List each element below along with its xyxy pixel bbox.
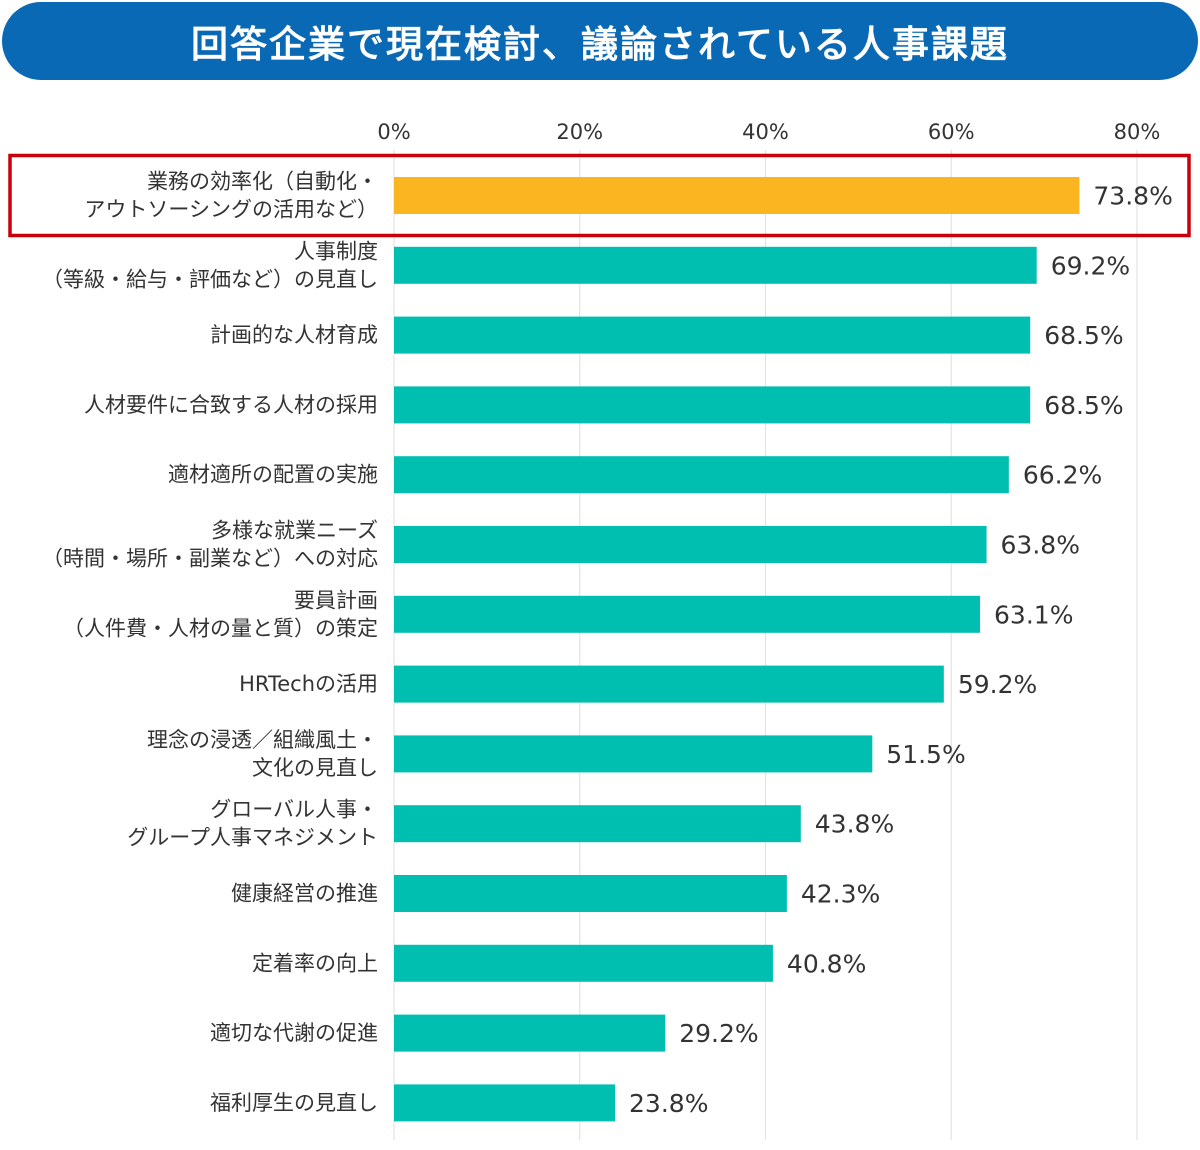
bar [394,386,1031,424]
value-label: 59.2% [958,670,1037,699]
category-label: 人材要件に合致する人材の採用 [84,393,378,417]
bar [394,595,981,633]
x-tick-label: 40% [742,120,789,144]
bar [394,456,1009,494]
bar [394,526,987,563]
bar [394,177,1080,214]
x-tick-label: 0% [377,120,410,144]
value-label: 23.8% [629,1089,708,1118]
bar [394,735,873,773]
bar [394,1014,666,1052]
bar [394,875,787,912]
x-tick-label: 80% [1114,120,1161,144]
value-label: 69.2% [1051,251,1130,280]
category-label: 業務の効率化（自動化・アウトソーシングの活用など） [84,170,378,222]
value-label: 63.8% [1001,531,1080,560]
category-label: HRTechの活用 [239,672,378,696]
bar [394,1084,616,1122]
category-label: 理念の浸透／組織風土・文化の見直し [147,728,378,780]
chart-title: 回答企業で現在検討、議論されている人事課題 [191,23,1009,66]
value-label: 68.5% [1044,391,1123,420]
category-label: 適材適所の配置の実施 [168,463,378,487]
category-label: グローバル人事・グループ人事マネジメント [127,798,378,850]
x-tick-label: 20% [556,120,603,144]
value-label: 43.8% [815,810,894,839]
value-label: 40.8% [787,949,866,978]
category-label: 計画的な人材育成 [210,323,378,347]
category-label: 定着率の向上 [252,951,378,975]
category-label: 人事制度（等級・給与・評価など）の見直し [42,239,378,291]
title-banner: 回答企業で現在検討、議論されている人事課題 [2,2,1198,80]
category-label: 要員計画（人件費・人材の量と質）の策定 [63,588,378,640]
category-label: 健康経営の推進 [231,882,378,906]
category-label: 適切な代謝の促進 [210,1021,378,1045]
value-label: 29.2% [679,1019,758,1048]
bar [394,805,801,843]
bar [394,665,944,703]
value-label: 42.3% [801,880,880,909]
value-label: 73.8% [1093,182,1172,211]
category-label: 福利厚生の見直し [210,1091,378,1115]
category-label: 多様な就業ニーズ（時間・場所・副業など）への対応 [42,519,378,571]
bar [394,246,1037,284]
bar [394,316,1031,354]
highlight-frame [8,153,1191,238]
bar [394,944,773,982]
value-label: 66.2% [1023,461,1102,490]
value-label: 68.5% [1044,321,1123,350]
value-label: 63.1% [994,600,1073,629]
value-label: 51.5% [886,740,965,769]
x-tick-label: 60% [928,120,975,144]
